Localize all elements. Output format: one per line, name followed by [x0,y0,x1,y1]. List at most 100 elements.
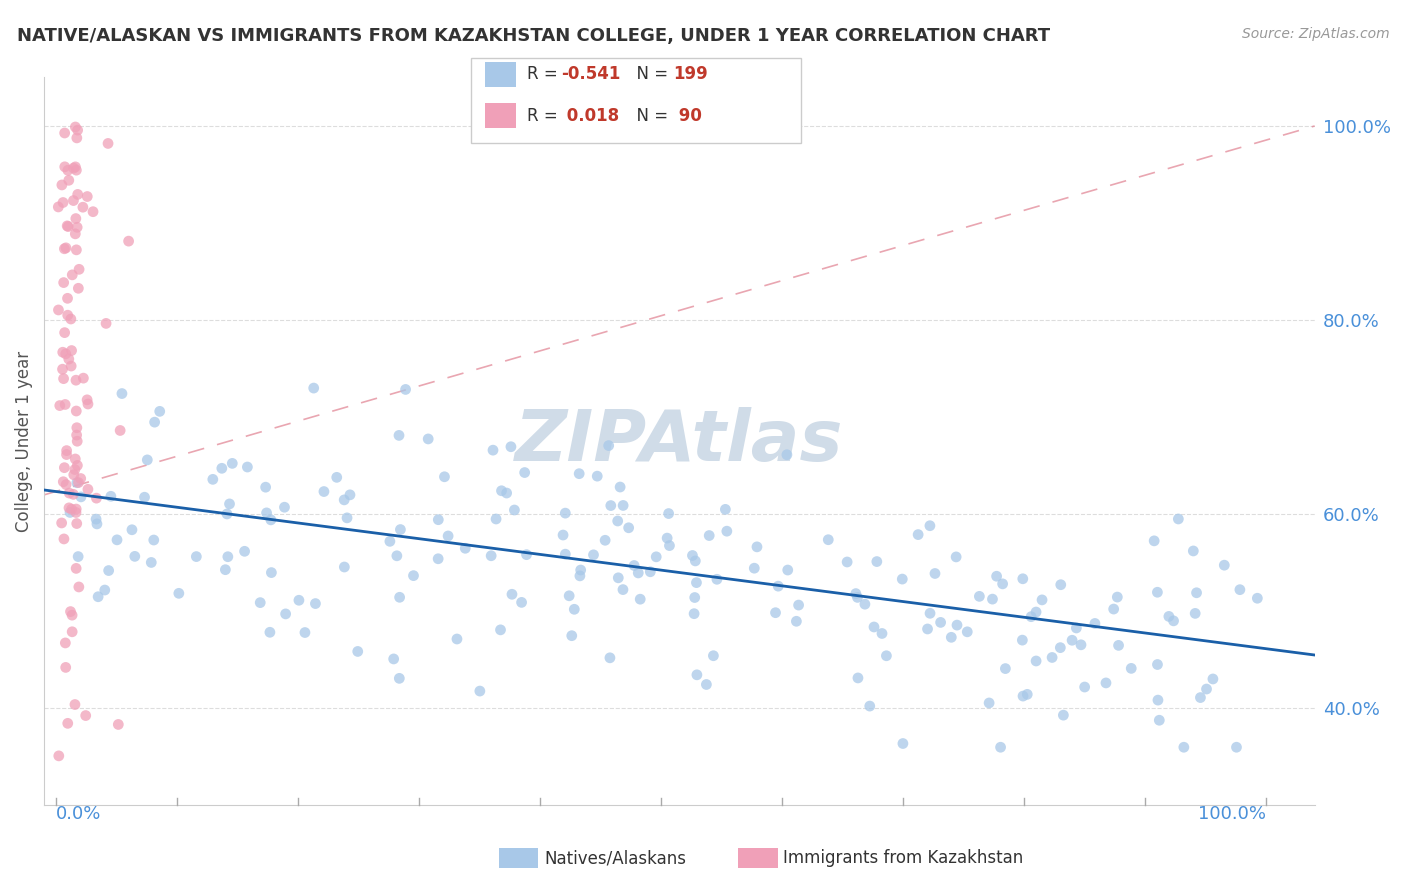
Point [551,528,574,542]
Point [1011,633,1033,648]
Point [1195,681,1218,696]
Point [86,516,108,531]
Point [77,483,100,497]
Point [1066,621,1088,635]
Text: N =: N = [626,65,673,83]
Point [495,486,517,500]
Point [378,534,401,549]
Point [62,467,84,482]
Point [1070,638,1092,652]
Point [645,549,668,564]
Point [845,586,868,600]
Point [685,575,707,590]
Point [56,219,79,233]
Point [1019,609,1042,624]
Point [59,312,82,326]
Point [554,547,576,561]
Point [658,507,681,521]
Point [76,189,98,203]
Point [107,717,129,731]
Point [385,549,408,563]
Point [1107,590,1129,604]
Point [65,227,87,241]
Point [87,590,110,604]
Point [82,204,104,219]
Point [1157,609,1180,624]
Point [418,432,440,446]
Point [388,671,411,685]
Point [236,460,259,475]
Point [260,513,283,527]
Point [1184,607,1206,621]
Point [336,511,359,525]
Point [1182,544,1205,558]
Point [346,644,368,658]
Point [686,668,709,682]
Point [121,523,143,537]
Point [454,541,477,556]
Point [1225,740,1247,755]
Point [482,443,505,458]
Point [97,136,120,151]
Point [52,345,75,359]
Point [260,566,283,580]
Point [56,291,79,305]
Point [1049,640,1071,655]
Point [254,480,277,494]
Point [1095,676,1118,690]
Text: R =: R = [527,107,564,125]
Point [86,491,108,505]
Point [259,625,281,640]
Point [100,489,122,503]
Point [1163,614,1185,628]
Point [249,596,271,610]
Point [63,698,86,712]
Point [55,477,77,491]
Point [606,514,628,528]
Point [65,160,87,174]
Point [143,415,166,429]
Point [682,549,704,563]
Point [612,582,634,597]
Point [65,506,87,520]
Point [124,549,146,564]
Point [48,748,70,763]
Text: Source: ZipAtlas.com: Source: ZipAtlas.com [1241,27,1389,41]
Point [1102,602,1125,616]
Point [56,219,79,234]
Point [76,392,98,407]
Point [55,241,77,255]
Point [1052,708,1074,723]
Point [1121,661,1143,675]
Point [62,161,84,175]
Point [288,593,311,607]
Point [891,572,914,586]
Point [65,502,87,516]
Point [1040,650,1063,665]
Point [853,597,876,611]
Point [586,469,609,483]
Point [46,200,69,214]
Point [65,404,87,418]
Point [333,492,356,507]
Point [402,568,425,582]
Point [609,480,631,494]
Point [59,605,82,619]
Point [105,533,128,547]
Point [215,507,238,521]
Point [56,716,79,731]
Text: 0.018: 0.018 [561,107,619,125]
Point [1185,586,1208,600]
Point [627,566,650,580]
Point [58,486,80,500]
Point [211,461,233,475]
Point [924,566,946,581]
Point [875,648,897,663]
Point [1146,657,1168,672]
Point [66,220,89,235]
Point [554,506,576,520]
Point [214,563,236,577]
Point [990,740,1012,755]
Point [233,544,256,558]
Point [49,399,72,413]
